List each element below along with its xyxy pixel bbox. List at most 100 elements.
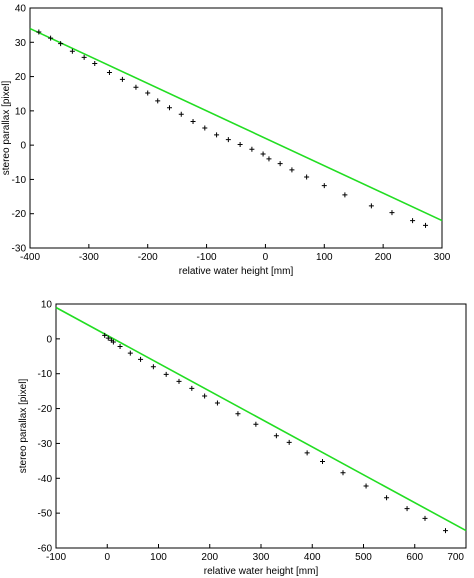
data-point	[214, 400, 220, 406]
x-tick-label: 300	[253, 552, 270, 563]
y-tick-label: -10	[12, 175, 27, 186]
y-tick-label: 40	[15, 4, 27, 15]
x-tick-label: 100	[316, 252, 333, 263]
data-point	[81, 54, 87, 60]
data-point	[423, 222, 429, 228]
data-point	[266, 156, 272, 162]
data-point	[92, 61, 98, 67]
y-tick-label: -50	[38, 509, 53, 520]
y-tick-label: -20	[12, 209, 27, 220]
x-axis-label-top: relative water height [mm]	[179, 266, 294, 277]
x-tick-label: 0	[263, 252, 269, 263]
data-point	[273, 433, 279, 439]
x-tick-label: 200	[375, 252, 392, 263]
data-point	[155, 98, 161, 104]
data-point	[422, 515, 428, 521]
y-tick-labels-top: -30 -20 -10 0 10 20 30 40	[12, 4, 27, 255]
y-tick-label: 10	[15, 106, 27, 117]
data-point	[145, 90, 151, 96]
y-ticks-top	[30, 7, 34, 249]
fit-line-top	[29, 27, 443, 222]
data-point	[249, 146, 255, 152]
y-tick-label: -30	[38, 439, 53, 450]
x-tick-label: 500	[355, 552, 372, 563]
data-point	[253, 421, 259, 427]
data-point	[404, 506, 410, 512]
data-point	[320, 459, 325, 465]
x-ticks-bottom	[55, 544, 467, 548]
data-point	[69, 48, 75, 54]
data-point	[119, 76, 125, 82]
y-tick-labels-bottom: -60 -50 -40 -30 -20 -10 0 10	[38, 300, 53, 555]
x-tick-label: 700	[447, 552, 464, 563]
y-axis-label-top: stereo parallax [pixel]	[1, 81, 12, 176]
x-tick-label: 100	[150, 552, 167, 563]
data-point	[133, 84, 139, 90]
x-axis-label-bottom: relative water height [mm]	[204, 566, 319, 577]
data-point	[410, 218, 416, 224]
data-point	[36, 29, 42, 35]
y-ticks-bottom	[56, 303, 60, 549]
data-point	[138, 356, 144, 362]
y-tick-label: -20	[38, 404, 53, 415]
data-markers-bottom	[102, 332, 448, 534]
data-point	[178, 111, 184, 117]
data-point	[127, 350, 133, 356]
data-point	[150, 364, 156, 370]
x-ticks-top	[29, 244, 443, 248]
data-point	[321, 183, 327, 189]
x-tick-label: -200	[138, 252, 158, 263]
data-point	[189, 385, 195, 391]
data-point	[225, 137, 231, 143]
data-point	[190, 118, 196, 124]
data-point	[363, 483, 369, 489]
data-point	[58, 41, 64, 47]
data-point	[176, 378, 182, 384]
x-tick-label: -400	[20, 252, 40, 263]
data-point	[202, 393, 208, 399]
data-point	[235, 411, 241, 417]
y-tick-label: 0	[20, 141, 26, 152]
data-point	[389, 210, 395, 216]
x-tick-label: 400	[304, 552, 321, 563]
data-point	[342, 192, 348, 198]
data-point	[166, 105, 172, 111]
y-axis-label-bottom: stereo parallax [pixel]	[18, 379, 29, 474]
data-point	[340, 470, 346, 476]
data-point	[202, 125, 208, 131]
data-point	[163, 371, 169, 377]
data-point	[384, 495, 390, 501]
data-point	[117, 344, 123, 350]
x-tick-label: -100	[46, 552, 66, 563]
y-tick-label: 0	[46, 334, 52, 345]
x-tick-label: 300	[434, 252, 451, 263]
chart-top: -400 -300 -200 -100 0 100 200 300 -30 -2…	[1, 4, 451, 278]
x-tick-label: -100	[197, 252, 217, 263]
data-point	[237, 141, 243, 147]
data-point	[368, 203, 374, 209]
x-tick-label: -300	[79, 252, 99, 263]
y-tick-label: 10	[41, 300, 53, 311]
data-point	[304, 450, 310, 456]
y-tick-label: 20	[15, 72, 27, 83]
data-point	[304, 174, 310, 180]
plot-frame-top	[29, 7, 443, 249]
y-tick-label: -40	[38, 474, 53, 485]
x-tick-label: 0	[104, 552, 110, 563]
x-tick-labels-bottom: -100 0 100 200 300 400 500 600 700	[46, 552, 464, 563]
y-tick-label: -60	[38, 544, 53, 555]
x-tick-labels-top: -400 -300 -200 -100 0 100 200 300	[20, 252, 451, 263]
data-point	[105, 335, 111, 341]
data-markers-top	[36, 29, 429, 228]
data-point	[106, 69, 112, 75]
data-point	[48, 35, 54, 41]
x-tick-label: 200	[201, 552, 218, 563]
y-tick-label: -10	[38, 369, 53, 380]
data-point	[277, 161, 283, 167]
y-tick-label: 30	[15, 38, 27, 49]
data-point	[289, 167, 295, 173]
data-point	[214, 132, 220, 138]
data-point	[110, 339, 116, 345]
y-tick-label: -30	[12, 244, 27, 255]
